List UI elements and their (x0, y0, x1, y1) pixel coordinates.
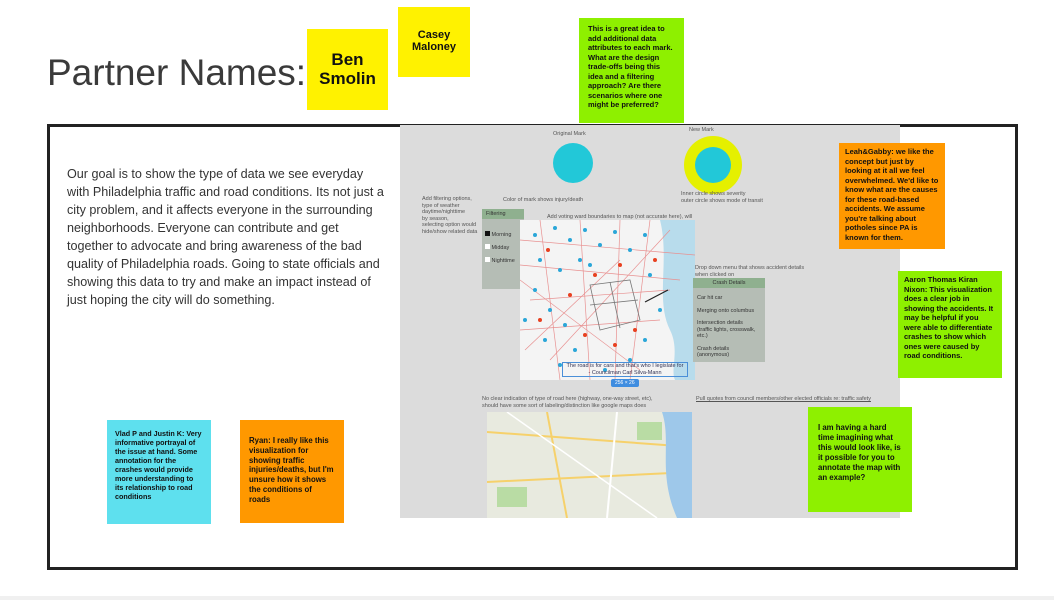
partner-name: Casey Maloney (411, 29, 456, 54)
comment-text: Leah&Gabby: we like the concept but just… (845, 147, 939, 242)
partner-name: Ben Smolin (319, 49, 376, 88)
dimension-badge: 256 × 26 (611, 379, 639, 387)
comment-text: Vlad P and Justin K: Very informative po… (115, 429, 202, 501)
new-mark-inner-circle (695, 147, 731, 183)
comment-text: Aaron Thomas Kiran Nixon: This visualiza… (904, 275, 994, 360)
crash-detail-item: Crash details (anonymous) (697, 345, 730, 359)
council-quote[interactable]: The road is for cars and that's who I le… (562, 362, 688, 377)
dropdown-note: Drop down menu that shows accident detai… (695, 265, 805, 278)
page-title: Partner Names: (47, 52, 307, 93)
design-mockup: Original Mark New Mark Inner circle show… (400, 125, 900, 518)
partner-note-ben[interactable]: Ben Smolin (307, 29, 388, 110)
comment-note-leah-gabby[interactable]: Leah&Gabby: we like the concept but just… (839, 143, 945, 249)
filter-note: Add filtering options, type of weather d… (422, 196, 478, 235)
comment-text: Ryan: I really like this visualization f… (249, 436, 334, 504)
crash-detail-item: Merging onto columbus (697, 307, 755, 314)
filter-option[interactable]: Midday (485, 244, 521, 251)
philadelphia-crash-map[interactable] (520, 220, 695, 380)
comment-note-tradeoffs[interactable]: This is a great idea to add additional d… (579, 18, 684, 123)
new-mark-label: New Mark (689, 127, 714, 133)
comment-text: This is a great idea to add additional d… (588, 24, 673, 109)
page-bottom-edge (0, 596, 1054, 600)
road-type-note: No clear indication of type of road here… (482, 396, 653, 409)
goal-paragraph: Our goal is to show the type of data we … (67, 167, 384, 307)
comment-note-aaron-kiran[interactable]: Aaron Thomas Kiran Nixon: This visualiza… (898, 271, 1002, 378)
filter-option[interactable]: Morning (485, 231, 521, 238)
partner-note-casey[interactable]: Casey Maloney (398, 7, 470, 77)
filter-panel[interactable]: Filtering Morning Midday Nighttime (482, 209, 524, 289)
crash-detail-item: Intersection details (traffic lights, cr… (697, 320, 756, 339)
google-street-map[interactable] (487, 412, 692, 518)
circle-note: Inner circle shows severity outer circle… (681, 191, 763, 204)
crash-details-panel[interactable]: Crash Details Car hit car Merging onto c… (693, 278, 765, 362)
comment-note-annotate-example[interactable]: I am having a hard time imagining what t… (808, 407, 912, 512)
pull-quotes-note: Pull quotes from council members/other e… (696, 396, 871, 402)
original-mark-label: Original Mark (553, 131, 586, 137)
comment-note-vlad-justin[interactable]: Vlad P and Justin K: Very informative po… (107, 420, 211, 524)
voting-note: Add voting ward boundaries to map (not a… (547, 214, 693, 220)
comment-note-ryan[interactable]: Ryan: I really like this visualization f… (240, 420, 344, 523)
filter-option[interactable]: Nighttime (485, 257, 521, 264)
crash-detail-item: Car hit car (697, 295, 723, 301)
original-mark-circle (553, 143, 593, 183)
comment-text: I am having a hard time imagining what t… (818, 423, 901, 482)
crash-panel-header: Crash Details (693, 278, 765, 288)
new-mark-outer-circle (684, 136, 742, 194)
color-note: Color of mark shows injury/death (503, 197, 584, 203)
filter-panel-header: Filtering (482, 209, 524, 219)
